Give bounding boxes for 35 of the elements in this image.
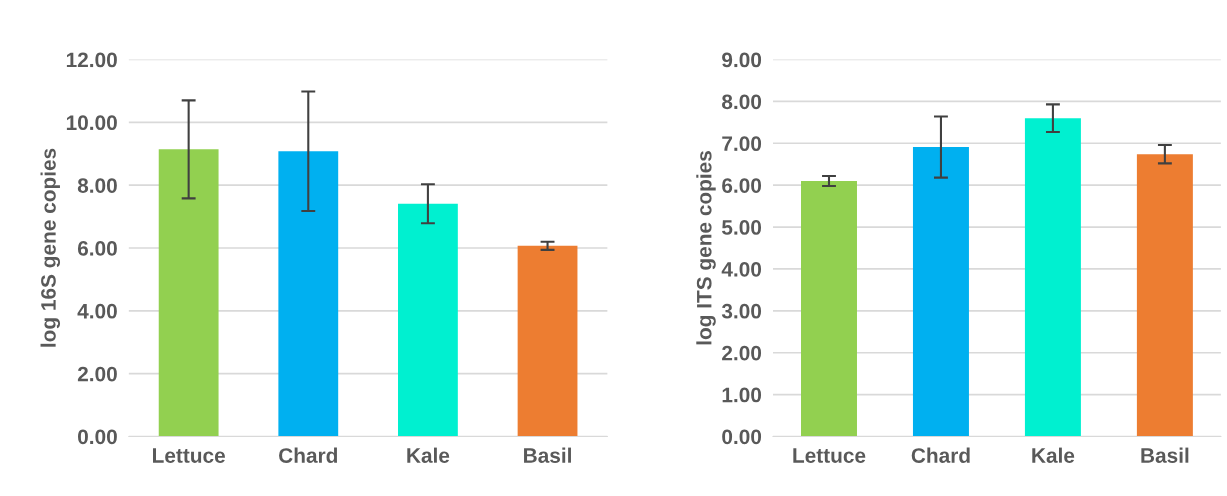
y-tick-label: 2.00: [722, 345, 762, 361]
y-tick-label: 12.00: [66, 52, 117, 68]
y-tick-label: 6.00: [77, 241, 117, 256]
x-tick-label: Basil: [524, 447, 571, 463]
x-tick-label: Basil: [1141, 447, 1189, 463]
bar: [398, 203, 458, 437]
bar: [801, 180, 857, 437]
y-tick-label: 4.00: [77, 303, 117, 319]
y-tick-label: 5.00: [722, 220, 762, 235]
y-tick-label: 2.00: [77, 366, 117, 382]
y-axis-title: log 16S gene copies: [40, 148, 61, 347]
bar: [158, 149, 219, 437]
y-tick-label: 10.00: [66, 115, 117, 131]
y-tick-label: 0.00: [78, 429, 117, 445]
y-tick-label: 6.00: [722, 178, 762, 193]
x-tick-label: Kale: [407, 447, 450, 463]
x-tick-label: Kale: [1032, 447, 1075, 463]
y-tick-label: 7.00: [722, 136, 762, 152]
bar: [517, 245, 578, 437]
bar: [1136, 154, 1193, 437]
x-tick-label: Chard: [279, 447, 338, 463]
y-tick-label: 8.00: [722, 94, 762, 110]
y-tick-label: 9.00: [722, 52, 762, 68]
x-tick-label: Lettuce: [793, 448, 866, 463]
bar: [1024, 118, 1081, 437]
y-tick-label: 1.00: [722, 387, 762, 403]
bar: [278, 151, 339, 437]
y-tick-label: 4.00: [721, 261, 762, 277]
bar: [912, 147, 969, 437]
y-tick-label: 8.00: [77, 178, 117, 193]
x-tick-label: Chard: [911, 447, 970, 463]
y-tick-label: 3.00: [721, 303, 762, 319]
y-axis-title: log ITS gene copies: [696, 151, 716, 345]
y-tick-label: 0.00: [722, 429, 762, 445]
x-tick-label: Lettuce: [153, 448, 225, 463]
